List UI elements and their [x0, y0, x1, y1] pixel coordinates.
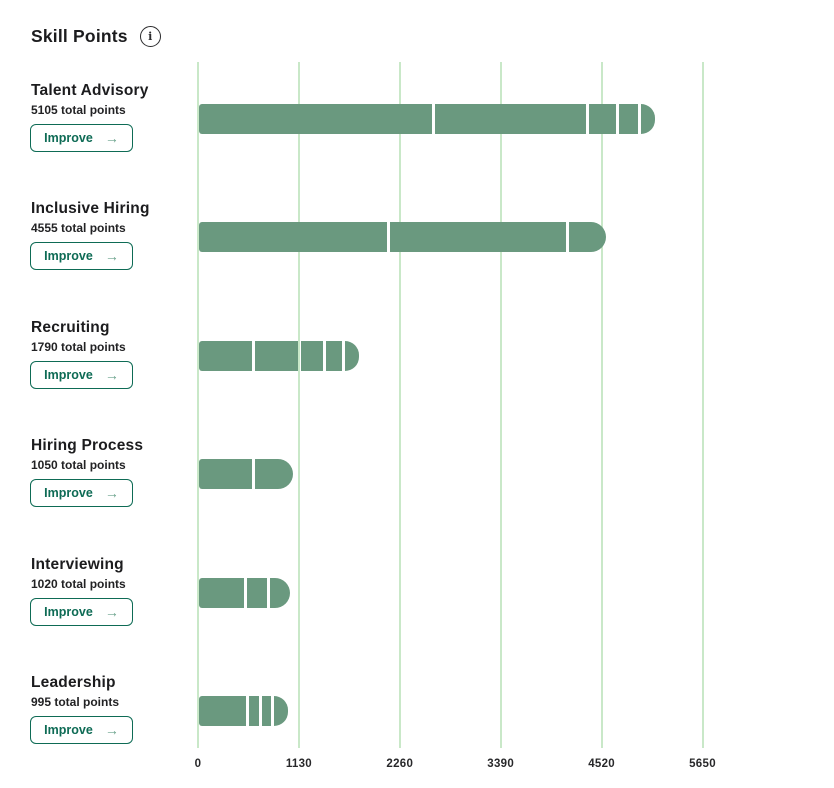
bar-segment	[344, 340, 359, 371]
bar-segment	[389, 222, 566, 253]
bar-segment	[619, 104, 638, 134]
improve-button-label: Improve	[44, 604, 93, 619]
improve-button[interactable]: Improve →	[30, 360, 133, 389]
skill-total-points: 1050 total points	[31, 458, 126, 473]
arrow-right-icon: →	[104, 603, 119, 620]
skill-name: Hiring Process	[31, 437, 144, 455]
improve-button-label: Improve	[44, 486, 93, 501]
bar-segment	[568, 222, 606, 253]
bar-segment	[247, 577, 267, 608]
arrow-right-icon: →	[104, 130, 119, 146]
bar-segment	[301, 340, 324, 371]
gridline	[701, 62, 704, 748]
arrow-right-icon: →	[104, 366, 119, 383]
bar-segment	[262, 696, 272, 726]
gridline	[600, 62, 603, 748]
improve-button-label: Improve	[44, 249, 93, 264]
improve-button[interactable]: Improve →	[30, 242, 133, 271]
x-axis-tick-label: 2260	[386, 758, 414, 770]
skill-row-label: Leadership 995 total points	[31, 674, 196, 709]
skill-row-label: Hiring Process 1050 total points	[31, 437, 196, 472]
improve-button[interactable]: Improve →	[30, 716, 133, 744]
improve-button[interactable]: Improve →	[30, 124, 133, 152]
gridline	[499, 62, 502, 748]
header: Skill Points i	[31, 26, 161, 47]
x-axis-tick-label: 1130	[285, 758, 312, 770]
skill-total-points: 4555 total points	[31, 221, 126, 236]
arrow-right-icon: →	[104, 248, 119, 265]
bar-segment	[640, 104, 655, 134]
bar-segment	[199, 104, 433, 134]
x-axis-tick-label: 4520	[588, 758, 615, 770]
bar-segment	[199, 696, 247, 726]
bar-segment	[199, 340, 253, 371]
bar-segment	[269, 577, 291, 608]
skill-name: Inclusive Hiring	[31, 200, 150, 218]
bar-segment	[199, 459, 253, 490]
skill-total-points: 1790 total points	[31, 339, 126, 354]
skill-total-points: 995 total points	[31, 695, 120, 709]
bar-segment	[435, 104, 586, 134]
gridline	[197, 62, 199, 748]
x-axis-tick-label: 3390	[487, 758, 515, 770]
info-icon[interactable]: i	[139, 26, 161, 47]
bar-segment	[326, 340, 342, 371]
skill-row-label: Recruiting 1790 total points	[31, 319, 196, 354]
skill-row-label: Interviewing 1020 total points	[31, 556, 196, 591]
skill-row-label: Talent Advisory 5105 total points	[31, 82, 196, 117]
skill-name: Interviewing	[31, 555, 124, 573]
x-axis-tick-label: 5650	[689, 758, 716, 770]
improve-button-label: Improve	[44, 367, 93, 382]
improve-button-label: Improve	[44, 723, 93, 737]
bar-segment	[255, 340, 299, 371]
arrow-right-icon: →	[104, 485, 119, 502]
bar-segment	[199, 222, 387, 253]
arrow-right-icon: →	[104, 722, 119, 738]
improve-button-label: Improve	[44, 131, 93, 145]
skill-name: Recruiting	[31, 318, 110, 336]
bar-segment	[255, 459, 293, 490]
bar-segment	[274, 696, 288, 726]
skill-name: Talent Advisory	[31, 82, 149, 99]
improve-button[interactable]: Improve →	[30, 597, 133, 626]
gridline	[398, 62, 401, 748]
skill-row-label: Inclusive Hiring 4555 total points	[31, 200, 196, 235]
bar-segment	[249, 696, 260, 726]
bar-segment	[588, 104, 617, 134]
bar-segment	[199, 577, 245, 608]
improve-button[interactable]: Improve →	[30, 479, 133, 508]
gridline	[297, 62, 300, 748]
skill-total-points: 1020 total points	[31, 576, 126, 591]
skill-total-points: 5105 total points	[31, 103, 126, 117]
skill-name: Leadership	[31, 674, 116, 691]
x-axis-tick-label: 0	[194, 758, 202, 770]
page-title: Skill Points	[31, 26, 128, 46]
